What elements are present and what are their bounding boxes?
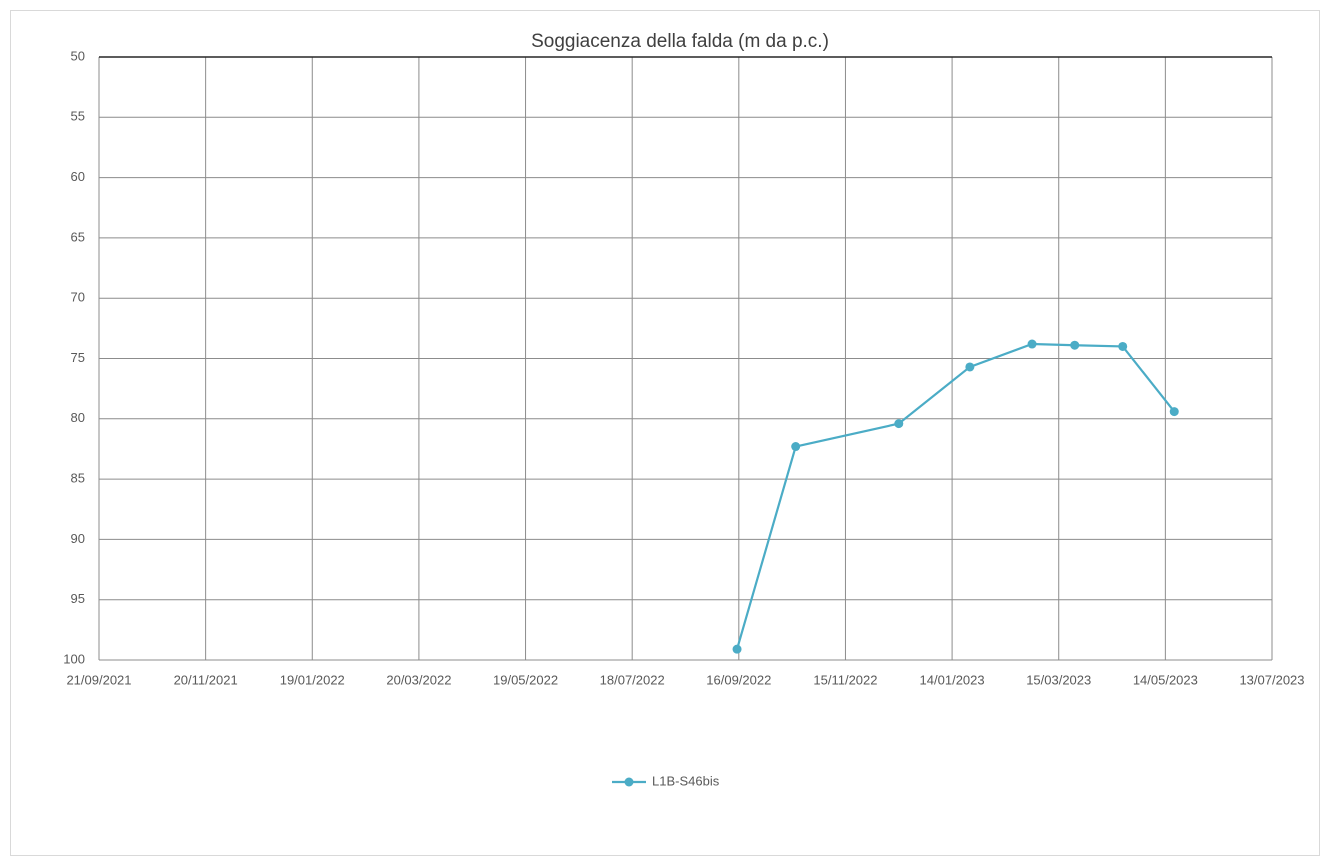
y-tick-label: 80 [71, 410, 85, 425]
x-tick-label: 20/03/2022 [386, 672, 451, 687]
legend-marker [624, 777, 634, 787]
x-tick-label: 15/11/2022 [813, 672, 877, 687]
data-point [1070, 340, 1080, 350]
data-point [894, 419, 904, 429]
data-point [1169, 407, 1179, 417]
y-tick-label: 75 [71, 350, 85, 365]
chart-frame [10, 10, 1320, 856]
x-tick-label: 18/07/2022 [600, 672, 665, 687]
legend-label: L1B-S46bis [652, 773, 720, 788]
x-tick-label: 19/05/2022 [493, 672, 558, 687]
y-tick-label: 100 [63, 651, 85, 666]
x-tick-label: 13/07/2023 [1239, 672, 1304, 687]
x-tick-label: 19/01/2022 [280, 672, 345, 687]
data-point [791, 442, 801, 452]
data-point [732, 644, 742, 654]
x-tick-label: 15/03/2023 [1026, 672, 1091, 687]
data-point [1118, 341, 1128, 351]
x-tick-label: 16/09/2022 [706, 672, 771, 687]
x-tick-label: 20/11/2021 [174, 672, 238, 687]
y-tick-label: 85 [71, 471, 85, 486]
y-tick-label: 50 [71, 48, 85, 63]
y-tick-label: 70 [71, 290, 85, 305]
data-line [735, 342, 1176, 650]
x-tick-label: 21/09/2021 [66, 672, 131, 687]
data-point [1027, 339, 1037, 349]
x-tick-label: 14/01/2023 [920, 672, 985, 687]
y-tick-label: 95 [71, 591, 85, 606]
y-tick-label: 55 [71, 109, 85, 124]
x-tick-label: 14/05/2023 [1133, 672, 1198, 687]
y-tick-label: 90 [71, 531, 85, 546]
data-point [965, 362, 975, 372]
chart-title: Soggiacenza della falda (m da p.c.) [531, 31, 829, 52]
y-tick-label: 60 [71, 169, 85, 184]
y-tick-label: 65 [71, 229, 85, 244]
